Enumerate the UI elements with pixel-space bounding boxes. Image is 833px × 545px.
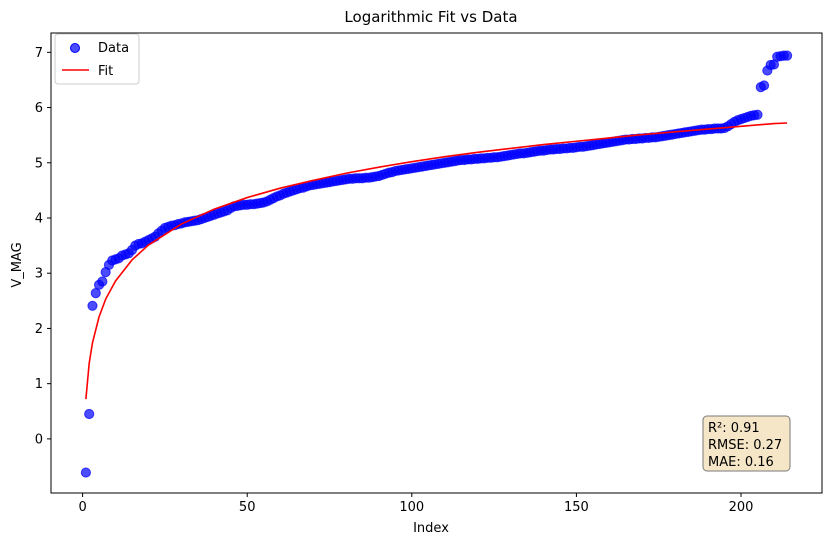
data-point: [80, 467, 91, 478]
chart-title: Logarithmic Fit vs Data: [344, 8, 517, 26]
data-point: [84, 408, 95, 420]
y-tick-label: 6: [35, 101, 43, 116]
fit-line: [85, 122, 788, 400]
data-point: [752, 109, 763, 120]
stats-box: R²: 0.91 RMSE: 0.27 MAE: 0.16: [702, 415, 791, 472]
y-tick-label: 0: [35, 432, 43, 447]
x-tick-label: 0: [78, 500, 86, 515]
data-point: [97, 276, 108, 287]
data-point: [782, 50, 793, 61]
legend-data-marker: [70, 43, 80, 53]
stat-rmse: RMSE: 0.27: [708, 438, 782, 453]
x-tick-label: 200: [729, 500, 754, 515]
data-point: [758, 80, 770, 91]
x-tick-label: 100: [399, 500, 424, 515]
y-tick-label: 2: [35, 322, 43, 337]
legend: Data Fit: [54, 33, 140, 85]
legend-fit-label: Fit: [98, 64, 113, 79]
y-tick-label: 3: [35, 267, 43, 282]
stat-r2: R²: 0.91: [708, 421, 760, 436]
data-point: [87, 300, 98, 311]
x-tick-label: 50: [239, 500, 256, 515]
y-axis-label: V_MAG: [10, 242, 25, 287]
stats-box-frame: [702, 415, 791, 472]
x-axis-label: Index: [413, 521, 449, 536]
x-tick-label: 150: [564, 500, 589, 515]
axes-frame: [50, 32, 823, 494]
stat-mae: MAE: 0.16: [708, 455, 774, 470]
y-tick-label: 7: [35, 46, 43, 61]
y-tick-label: 4: [35, 211, 43, 226]
plot-area: [80, 50, 793, 478]
y-tick-label: 1: [35, 377, 43, 392]
legend-data-label: Data: [98, 41, 129, 56]
axes: 0 50 100 150 200 0 1 2 3 4 5 6 7: [35, 32, 823, 515]
y-tick-label: 5: [35, 156, 43, 171]
